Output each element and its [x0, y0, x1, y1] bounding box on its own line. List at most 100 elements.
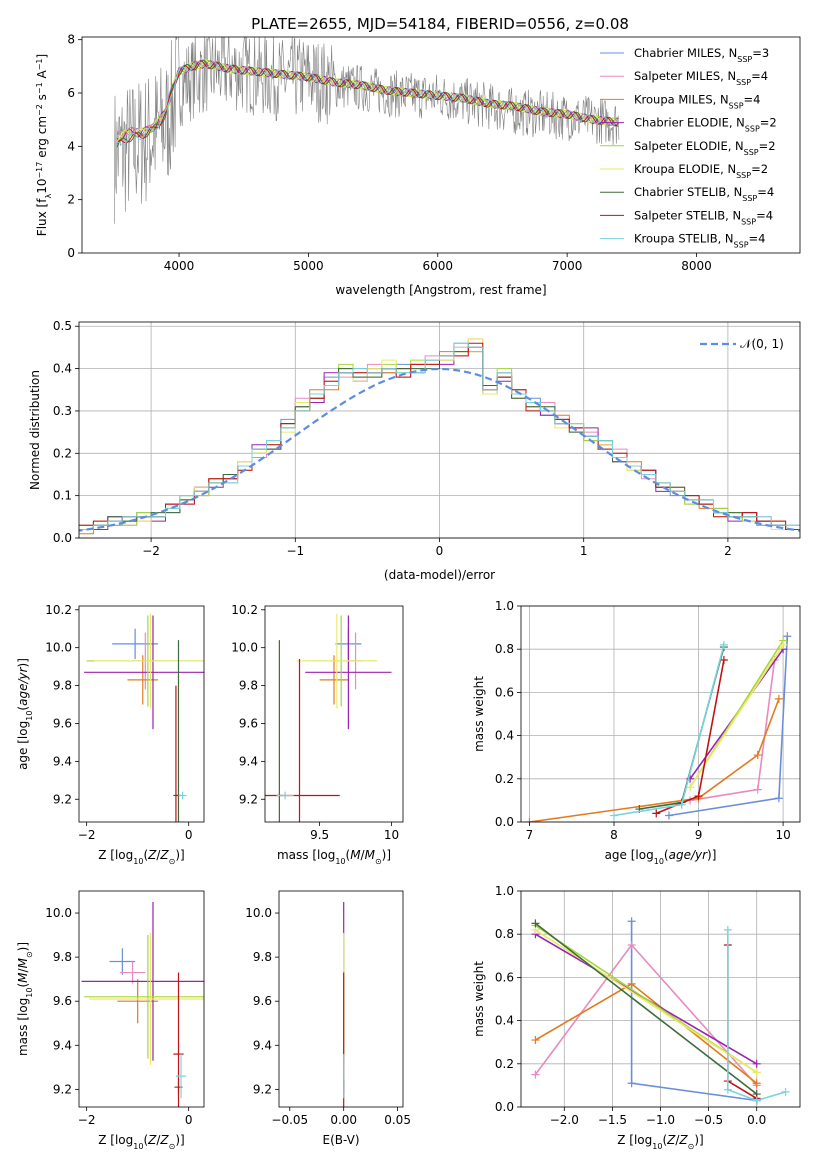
y-tick-label: 9.4 [239, 754, 258, 768]
weight-marker [677, 800, 686, 809]
y-tick-label: 10.0 [245, 906, 272, 920]
y-tick-label: 0.3 [53, 404, 72, 418]
x-tick-label: 9.5 [310, 828, 329, 842]
y-tick-label: 10.2 [231, 603, 258, 617]
x-tick-label: 0 [185, 828, 193, 842]
x-axis-label: (data-model)/error [384, 568, 495, 582]
weight-marker [774, 694, 783, 703]
label-part: ( [16, 983, 30, 988]
label-part: Z [159, 848, 169, 862]
label-part: Kroupa MILES, N [634, 92, 729, 106]
panel-age_vs_Z: −2 09.29.49.69.810.010.2Z [log10(Z/Z⊙)]ag… [16, 603, 205, 866]
y-tick-label: 0.4 [53, 362, 72, 376]
weight-marker [531, 1070, 540, 1079]
weight-line [689, 644, 784, 788]
weight-marker [686, 783, 695, 792]
label-part: SSP [736, 171, 751, 180]
label-part: Z [log [617, 1133, 652, 1147]
x-tick-label: −1.5 [598, 1113, 627, 1127]
weight-marker [627, 941, 636, 949]
label-part: ( [143, 848, 148, 862]
y-tick-label: 1.0 [495, 884, 514, 898]
weight-line [613, 644, 725, 817]
x-tick-label: 8 [610, 828, 618, 842]
x-tick-label: −2 [78, 1113, 96, 1127]
weight-marker [752, 1059, 761, 1068]
label-part: =4 [751, 69, 768, 83]
model-spectrum [116, 60, 619, 146]
x-axis-label: Z [log10(Z/Z⊙)] [617, 1133, 703, 1151]
label-part: SSP [736, 78, 751, 87]
label-part: −2 [35, 104, 44, 116]
label-part: )] [707, 848, 716, 862]
x-tick-label: 4000 [164, 259, 195, 273]
label-part: A [35, 69, 49, 82]
y-tick-label: 0.8 [495, 927, 514, 941]
label-part: Salpeter STELIB, N [634, 208, 741, 222]
weight-marker [652, 809, 661, 818]
x-tick-label: 1 [580, 544, 588, 558]
axes-frame [78, 321, 801, 539]
y-tick-label: 9.2 [253, 1082, 272, 1096]
figure-title: PLATE=2655, MJD=54184, FIBERID=0556, z=0… [251, 15, 629, 33]
model-spectrum [116, 59, 619, 142]
label-part: M [16, 972, 30, 983]
y-tick-label: 9.4 [53, 754, 72, 768]
weight-marker [783, 632, 792, 641]
panel-weight_vs_Z: −2.0 −1.5 −1.0 −0.5 0.0 0.0 0.2 0.4 0.6 0.8 1.0 Z [… [472, 884, 801, 1151]
y-tick-label: 1.0 [495, 599, 514, 613]
x-tick-label: 6000 [422, 259, 453, 273]
x-tick-label: −0.5 [694, 1113, 723, 1127]
label-part: )] [175, 848, 184, 862]
x-tick-label: −1 [286, 544, 304, 558]
weight-marker [781, 1087, 790, 1096]
weight-marker [723, 925, 732, 934]
y-tick-label: 0.4 [495, 1014, 514, 1028]
label-part: =4 [757, 185, 774, 199]
y-tick-label: 6 [67, 86, 75, 100]
label-part: =4 [749, 232, 766, 246]
label-part: Z [159, 1133, 169, 1147]
label-part: ( [143, 1133, 148, 1147]
label-part: ( [662, 1133, 667, 1147]
label-part: Z [log [98, 848, 133, 862]
y-axis-label: mass weight [472, 961, 486, 1037]
legend-entry: Chabrier MILES, NSSP=3 [634, 46, 769, 64]
x-axis-label: E(B-V) [322, 1133, 359, 1147]
y-tick-label: 4 [67, 139, 75, 153]
weight-marker [752, 1096, 761, 1105]
label-part: ( [16, 706, 30, 711]
x-tick-label: 10 [775, 828, 790, 842]
label-part: Chabrier MILES, N [634, 46, 737, 60]
x-tick-label: 0.0 [747, 1113, 766, 1127]
legend-entry: Chabrier ELODIE, NSSP=2 [634, 116, 777, 134]
label-part: Flux [f [35, 198, 49, 236]
legend-entry: Kroupa ELODIE, NSSP=2 [634, 162, 768, 180]
x-tick-label: 7000 [552, 259, 583, 273]
weight-marker [774, 794, 783, 803]
axes-frame [278, 890, 404, 1108]
label-part: Z [147, 848, 157, 862]
weight-marker [627, 979, 636, 988]
y-axis-label: mass weight [472, 676, 486, 752]
weight-marker [752, 1079, 761, 1088]
weight-line [630, 921, 757, 1102]
legend-entry: Salpeter ELODIE, NSSP=2 [634, 139, 776, 157]
y-tick-label: 0.6 [495, 685, 514, 699]
y-tick-label: 9.2 [53, 1082, 72, 1096]
label-part: SSP [744, 147, 759, 156]
label-part: age/yr [669, 848, 708, 862]
x-tick-label: 0 [185, 1113, 193, 1127]
weight-marker [610, 811, 618, 820]
label-part: =2 [760, 116, 777, 130]
y-tick-label: 10.0 [45, 641, 72, 655]
x-tick-label: 2 [724, 544, 732, 558]
label-part: =4 [744, 92, 761, 106]
weight-line [689, 659, 776, 802]
weight-marker [694, 792, 703, 801]
x-tick-label: 5000 [293, 259, 324, 273]
y-axis-label: Flux [fλ10−17 erg cm−2 s−1 A−1] [35, 54, 53, 236]
